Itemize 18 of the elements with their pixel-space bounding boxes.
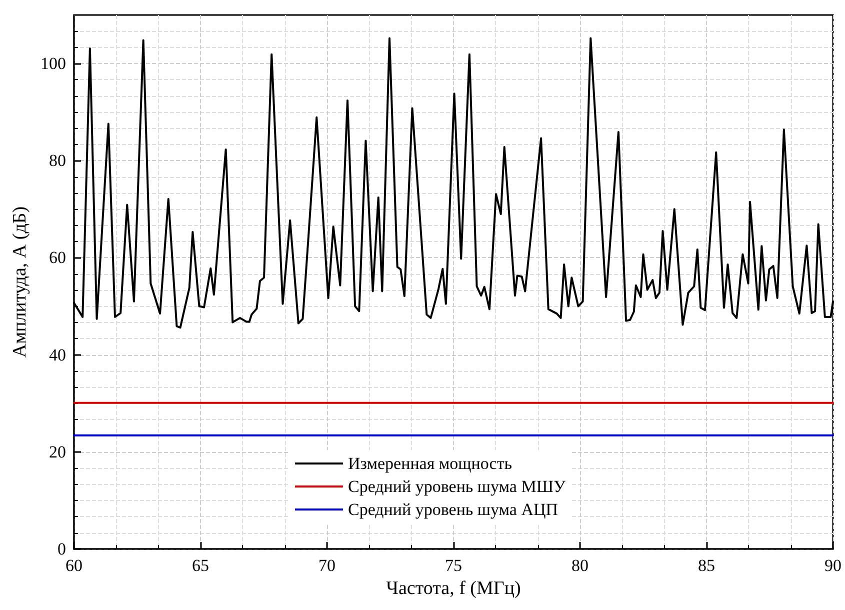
y-tick-label: 0 (58, 540, 66, 558)
y-tick-label: 20 (49, 442, 66, 462)
x-axis-title: Частота, f (МГц) (386, 578, 521, 599)
x-tick-label: 75 (445, 556, 462, 575)
x-tick-label: 60 (66, 556, 82, 575)
y-tick-label: 80 (49, 151, 66, 170)
x-tick-label: 65 (192, 556, 209, 575)
y-tick-label: 60 (49, 248, 66, 268)
x-tick-label: 90 (824, 556, 842, 575)
y-tick-label: 40 (49, 345, 66, 364)
legend-label: Средний уровень шума АЦП (348, 500, 558, 519)
x-tick-label: 85 (698, 556, 715, 575)
x-tick-label: 80 (572, 556, 588, 575)
y-axis-title: Амплитуда, А (дБ) (10, 206, 31, 358)
y-tick-label: 100 (40, 54, 66, 74)
legend-label: Измеренная мощность (348, 454, 512, 473)
x-tick-label: 70 (318, 556, 336, 575)
legend-label: Средний уровень шума МШУ (348, 477, 566, 496)
